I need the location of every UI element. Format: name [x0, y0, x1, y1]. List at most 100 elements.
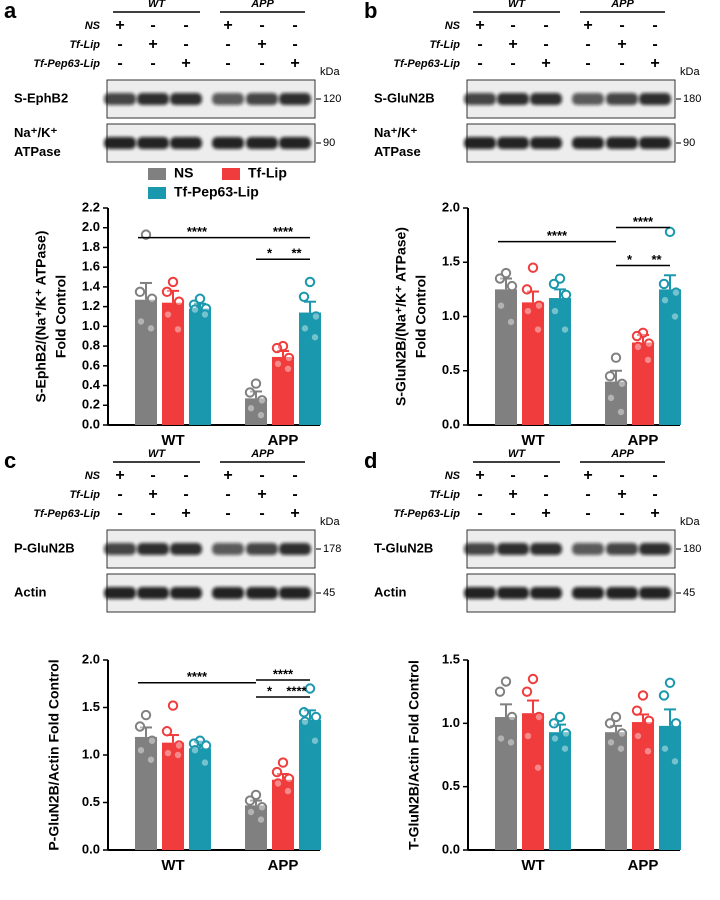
data-point [304, 276, 316, 288]
blot-band [212, 587, 244, 599]
data-point [494, 273, 506, 284]
sign: + [148, 486, 157, 503]
blot-band [137, 137, 169, 149]
y-tick-label: 2.2 [82, 199, 100, 214]
unit-label: kDa [680, 516, 700, 528]
bar [272, 356, 294, 425]
data-point [310, 311, 322, 322]
legend-swatch [148, 187, 166, 199]
y-tick-label: 0.5 [82, 794, 100, 809]
panel-label: b [364, 0, 377, 23]
blot-band [497, 137, 529, 149]
group-label: APP [250, 448, 274, 460]
sign: - [619, 17, 624, 34]
bar [632, 722, 654, 850]
sign: - [259, 505, 264, 522]
blot-band [246, 587, 278, 599]
sign: - [150, 467, 155, 484]
sign: + [257, 486, 266, 503]
data-point [145, 754, 157, 765]
bar [162, 742, 184, 850]
y-tick-label: 0.0 [442, 416, 460, 431]
x-tick-label: APP [268, 857, 299, 874]
y-tick-label: 0.6 [82, 357, 100, 372]
data-point [522, 730, 534, 742]
blot-band [606, 543, 638, 555]
data-point [299, 323, 311, 334]
panel-label: c [4, 448, 16, 473]
blot-band [639, 137, 671, 149]
sign: - [183, 486, 188, 503]
y-tick-label: 1.0 [442, 715, 460, 730]
x-tick-label: WT [161, 432, 184, 449]
significance-label: * [267, 246, 273, 261]
data-point [631, 330, 643, 342]
sign: - [543, 36, 548, 53]
blot-label: Actin [14, 584, 47, 599]
blot-label: S-EphB2 [14, 90, 68, 105]
y-axis-label: T-GluN2B/Actin Fold Control [406, 660, 422, 850]
sign: - [477, 55, 482, 72]
bar [659, 289, 681, 425]
data-point [194, 293, 206, 304]
y-tick-label: 1.2 [82, 298, 100, 313]
y-tick-label: 0.5 [442, 778, 460, 793]
bar [605, 381, 627, 425]
sign: - [543, 486, 548, 503]
sign: + [541, 55, 550, 72]
y-axis-label: Fold Control [53, 275, 69, 358]
blot-band [572, 587, 604, 599]
blot-band [639, 543, 671, 555]
sign: - [183, 17, 188, 34]
sign: - [619, 55, 624, 72]
y-tick-label: 1.0 [82, 746, 100, 761]
data-point [506, 280, 518, 292]
significance-label: **** [633, 214, 654, 229]
data-point [527, 673, 539, 685]
sign: + [115, 17, 124, 34]
sign: - [477, 486, 482, 503]
sign: + [223, 467, 232, 484]
blot-band [246, 137, 278, 149]
condition-label: Tf-Pep63-Lip [33, 508, 100, 520]
y-tick-label: 0.5 [442, 362, 460, 377]
data-point [521, 686, 533, 697]
mw-label: 178 [323, 543, 341, 555]
data-point [199, 757, 211, 768]
data-point [505, 316, 517, 328]
data-point [200, 740, 212, 751]
data-point [637, 690, 649, 701]
blot-label: P-GluN2B [14, 540, 75, 555]
data-point [533, 300, 545, 311]
data-point [134, 286, 146, 298]
x-tick-label: APP [268, 432, 299, 449]
sign: + [475, 17, 484, 34]
blot-band [170, 93, 202, 105]
sign: + [181, 505, 190, 522]
y-tick-label: 1.0 [82, 318, 100, 333]
blot-band [606, 587, 638, 599]
sign: - [259, 467, 264, 484]
blot-band [279, 587, 311, 599]
y-tick-label: 0.0 [82, 841, 100, 856]
mw-label: 90 [323, 137, 335, 149]
bar [522, 713, 544, 850]
sign: - [510, 467, 515, 484]
data-point [167, 700, 179, 711]
blot-band [530, 543, 562, 555]
data-point [669, 756, 681, 767]
group-label: WT [508, 0, 526, 10]
data-point [604, 718, 616, 729]
blot-band [137, 543, 169, 555]
sign: + [290, 55, 299, 72]
bar [189, 308, 211, 425]
y-axis-label: S-GluN2B/(Na⁺/K⁺ ATPase) [393, 227, 409, 406]
y-tick-label: 0.0 [82, 416, 100, 431]
data-point [244, 795, 256, 806]
sign: - [652, 17, 657, 34]
data-point [658, 278, 670, 290]
data-point [277, 757, 289, 768]
sign: - [225, 486, 230, 503]
blot-band [212, 543, 244, 555]
sign: + [148, 36, 157, 53]
